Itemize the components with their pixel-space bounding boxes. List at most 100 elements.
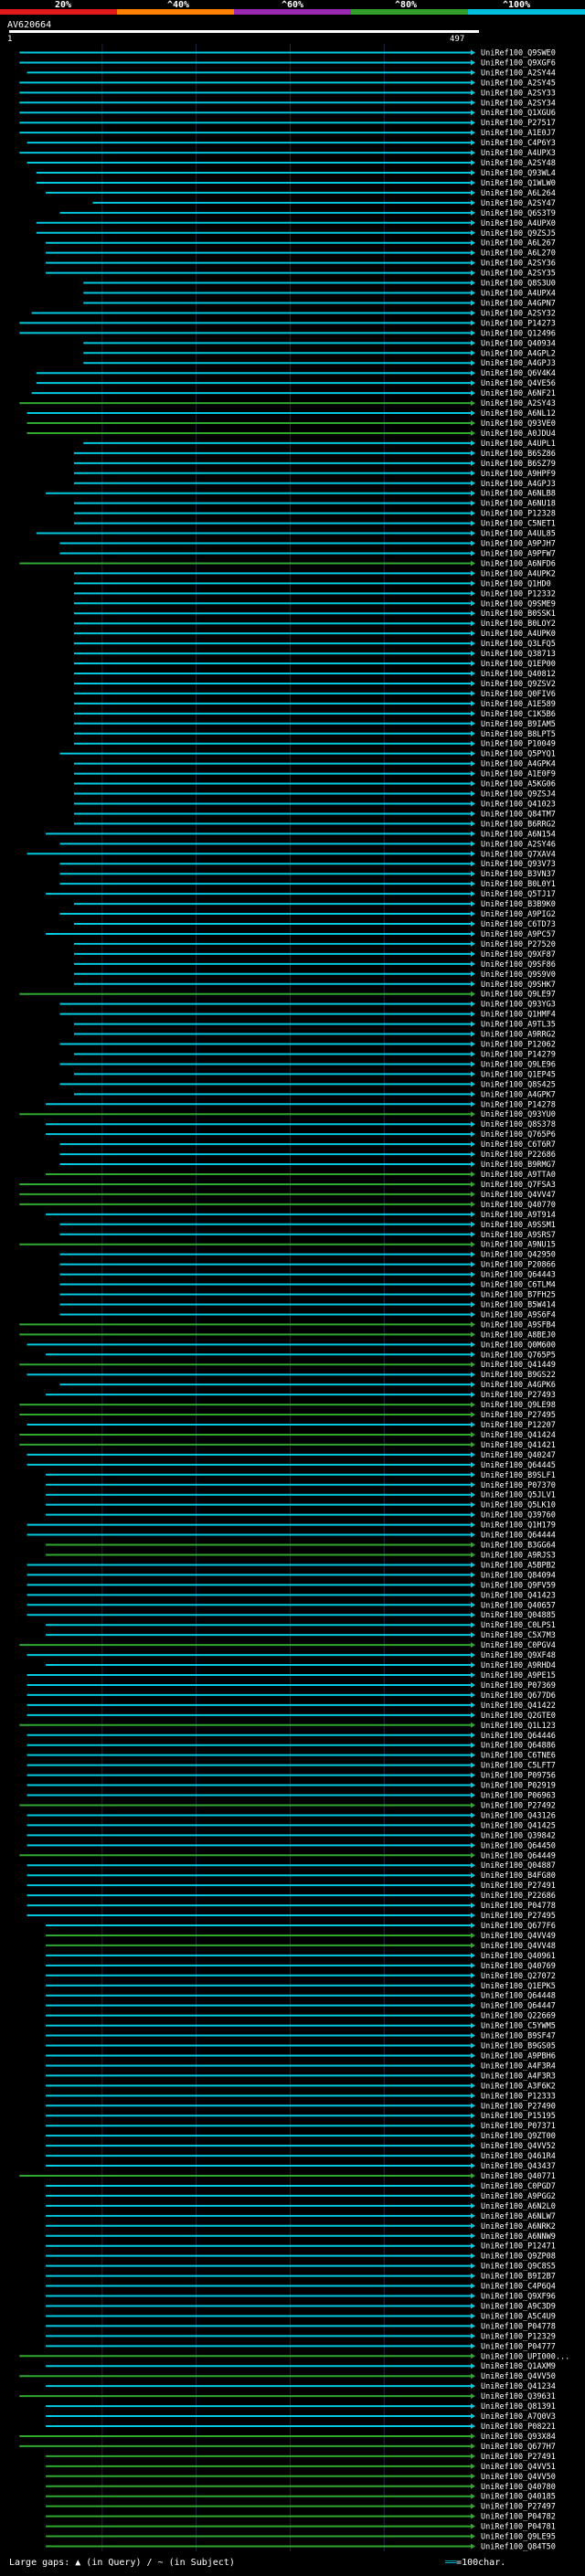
hit-row[interactable]: UniRef100_A4GPN7 <box>83 299 556 308</box>
hit-label[interactable]: UniRef100_B9I2B7 <box>481 2273 556 2282</box>
hit-row[interactable]: UniRef100_A1E0J7 <box>19 129 556 138</box>
hit-row[interactable]: UniRef100_Q8S425 <box>59 1080 556 1089</box>
hit-row[interactable]: UniRef100_P27497 <box>46 2503 556 2512</box>
hit-row[interactable]: UniRef100_Q04885 <box>27 1611 556 1620</box>
hit-row[interactable]: UniRef100_Q4VV47 <box>19 1191 556 1200</box>
hit-label[interactable]: UniRef100_Q39760 <box>481 1511 556 1521</box>
hit-row[interactable]: UniRef100_P27517 <box>19 119 556 128</box>
hit-row[interactable]: UniRef100_Q1L123 <box>19 1722 556 1731</box>
hit-row[interactable]: UniRef100_P04777 <box>46 2342 556 2351</box>
hit-row[interactable]: UniRef100_A4GPJ3 <box>83 359 556 368</box>
hit-row[interactable]: UniRef100_Q41421 <box>19 1441 556 1450</box>
hit-label[interactable]: UniRef100_P12062 <box>481 1041 556 1050</box>
hit-label[interactable]: UniRef100_C4P6Y3 <box>481 139 556 148</box>
hit-row[interactable]: UniRef100_Q4VV52 <box>46 2142 556 2151</box>
hit-label[interactable]: UniRef100_P07370 <box>481 1481 556 1490</box>
hit-label[interactable]: UniRef100_B9GS22 <box>481 1371 556 1380</box>
hit-row[interactable]: UniRef100_Q41424 <box>19 1431 556 1440</box>
hit-label[interactable]: UniRef100_Q5TJ17 <box>481 890 556 899</box>
hit-row[interactable]: UniRef100_A2SY44 <box>27 69 556 78</box>
hit-label[interactable]: UniRef100_A1E0J7 <box>481 129 556 138</box>
hit-row[interactable]: UniRef100_Q9ZP08 <box>46 2253 556 2262</box>
hit-row[interactable]: UniRef100_Q1EP00 <box>73 660 556 669</box>
hit-row[interactable]: UniRef100_B4FG80 <box>27 1871 556 1881</box>
hit-label[interactable]: UniRef100_B9IAM5 <box>481 720 556 729</box>
hit-row[interactable]: UniRef100_A1E589 <box>73 700 556 709</box>
hit-label[interactable]: UniRef100_P27491 <box>481 2453 556 2462</box>
hit-label[interactable]: UniRef100_A6N154 <box>481 830 556 839</box>
hit-row[interactable]: UniRef100_Q4VV50 <box>46 2473 556 2482</box>
hit-row[interactable]: UniRef100_P27495 <box>19 1411 556 1420</box>
hit-row[interactable]: UniRef100_Q93V73 <box>59 860 556 869</box>
hit-label[interactable]: UniRef100_P12333 <box>481 2092 556 2101</box>
hit-label[interactable]: UniRef100_P12329 <box>481 2332 556 2341</box>
hit-row[interactable]: UniRef100_A2SY47 <box>92 199 556 208</box>
hit-label[interactable]: UniRef100_Q84TM7 <box>481 810 556 819</box>
hit-row[interactable]: UniRef100_B0L0Y1 <box>59 880 556 889</box>
hit-label[interactable]: UniRef100_Q677H7 <box>481 2443 556 2452</box>
hit-row[interactable]: UniRef100_Q41023 <box>73 800 556 809</box>
hit-row[interactable]: UniRef100_Q8S378 <box>46 1120 556 1129</box>
hit-label[interactable]: UniRef100_A9RRG2 <box>481 1031 556 1040</box>
hit-label[interactable]: UniRef100_A5C4U9 <box>481 2312 556 2321</box>
hit-row[interactable]: UniRef100_B9GS22 <box>27 1371 556 1380</box>
hit-row[interactable]: UniRef100_P07370 <box>46 1481 556 1490</box>
hit-label[interactable]: UniRef100_Q5LK10 <box>481 1501 556 1511</box>
hit-row[interactable]: UniRef100_Q64446 <box>27 1732 556 1741</box>
hit-label[interactable]: UniRef100_P22686 <box>481 1150 556 1160</box>
hit-label[interactable]: UniRef100_A2SY32 <box>481 309 556 318</box>
hit-label[interactable]: UniRef100_Q42950 <box>481 1251 556 1260</box>
hit-label[interactable]: UniRef100_Q64448 <box>481 1992 556 2001</box>
hit-label[interactable]: UniRef100_P09756 <box>481 1772 556 1781</box>
hit-row[interactable]: UniRef100_Q1EP45 <box>73 1070 556 1079</box>
hit-row[interactable]: UniRef100_Q4VV51 <box>46 2463 556 2472</box>
hit-row[interactable]: UniRef100_Q677H7 <box>19 2443 556 2452</box>
hit-row[interactable]: UniRef100_C6T6R7 <box>59 1140 556 1150</box>
hit-label[interactable]: UniRef100_A2SY33 <box>481 89 556 98</box>
hit-row[interactable]: UniRef100_P12329 <box>46 2332 556 2341</box>
hit-label[interactable]: UniRef100_A9TL35 <box>481 1021 556 1030</box>
hit-label[interactable]: UniRef100_B9SF47 <box>481 2032 556 2041</box>
hit-label[interactable]: UniRef100_Q9LE97 <box>481 991 556 1000</box>
hit-label[interactable]: UniRef100_Q40771 <box>481 2172 556 2181</box>
hit-label[interactable]: UniRef100_Q84094 <box>481 1571 556 1580</box>
hit-label[interactable]: UniRef100_P12471 <box>481 2242 556 2252</box>
hit-label[interactable]: UniRef100_A6NF21 <box>481 389 556 398</box>
hit-label[interactable]: UniRef100_Q677D6 <box>481 1691 556 1701</box>
hit-label[interactable]: UniRef100_C5X7M3 <box>481 1631 556 1640</box>
hit-row[interactable]: UniRef100_Q64444 <box>27 1532 556 1541</box>
hit-row[interactable]: UniRef100_B5W414 <box>59 1300 556 1309</box>
hit-label[interactable]: UniRef100_Q9SWE0 <box>481 48 556 58</box>
hit-row[interactable]: UniRef100_A9PIG2 <box>59 910 556 919</box>
hit-row[interactable]: UniRef100_B0LOY2 <box>73 620 556 629</box>
hit-row[interactable]: UniRef100_Q39842 <box>27 1831 556 1840</box>
hit-label[interactable]: UniRef100_Q1HMF4 <box>481 1011 556 1020</box>
hit-row[interactable]: UniRef100_A4UPL1 <box>83 440 556 449</box>
hit-label[interactable]: UniRef100_Q64449 <box>481 1851 556 1860</box>
hit-label[interactable]: UniRef100_A6NU18 <box>481 500 556 509</box>
hit-row[interactable]: UniRef100_A9PFW7 <box>59 549 556 558</box>
hit-label[interactable]: UniRef100_A6L267 <box>481 239 556 249</box>
hit-row[interactable]: UniRef100_Q765P6 <box>46 1130 556 1140</box>
hit-row[interactable]: UniRef100_A9RHD4 <box>46 1661 556 1670</box>
hit-label[interactable]: UniRef100_Q93WL4 <box>481 169 556 178</box>
hit-row[interactable]: UniRef100_Q40247 <box>27 1451 556 1460</box>
hit-row[interactable]: UniRef100_C6TLM4 <box>59 1281 556 1290</box>
hit-label[interactable]: UniRef100_A7Q0V3 <box>481 2412 556 2422</box>
hit-row[interactable]: UniRef100_A4UPK2 <box>73 569 556 578</box>
hit-row[interactable]: UniRef100_UPI000... <box>19 2352 569 2361</box>
hit-label[interactable]: UniRef100_Q9SF86 <box>481 960 556 970</box>
hit-label[interactable]: UniRef100_P04778 <box>481 1902 556 1911</box>
hit-label[interactable]: UniRef100_Q40934 <box>481 339 556 348</box>
hit-label[interactable]: UniRef100_UPI000... <box>481 2352 569 2361</box>
hit-label[interactable]: UniRef100_Q64443 <box>481 1271 556 1280</box>
hit-label[interactable]: UniRef100_P12328 <box>481 510 556 519</box>
hit-row[interactable]: UniRef100_A9PGG2 <box>46 2192 556 2201</box>
hit-label[interactable]: UniRef100_A0JDU4 <box>481 429 556 439</box>
hit-row[interactable]: UniRef100_P20866 <box>59 1261 556 1270</box>
hit-row[interactable]: UniRef100_B3GG64 <box>46 1542 556 1551</box>
hit-row[interactable]: UniRef100_A2SY32 <box>31 309 556 318</box>
hit-row[interactable]: UniRef100_A4UL85 <box>36 530 556 539</box>
hit-row[interactable]: UniRef100_C0PGV4 <box>19 1641 556 1650</box>
hit-label[interactable]: UniRef100_Q7XAV4 <box>481 850 556 859</box>
